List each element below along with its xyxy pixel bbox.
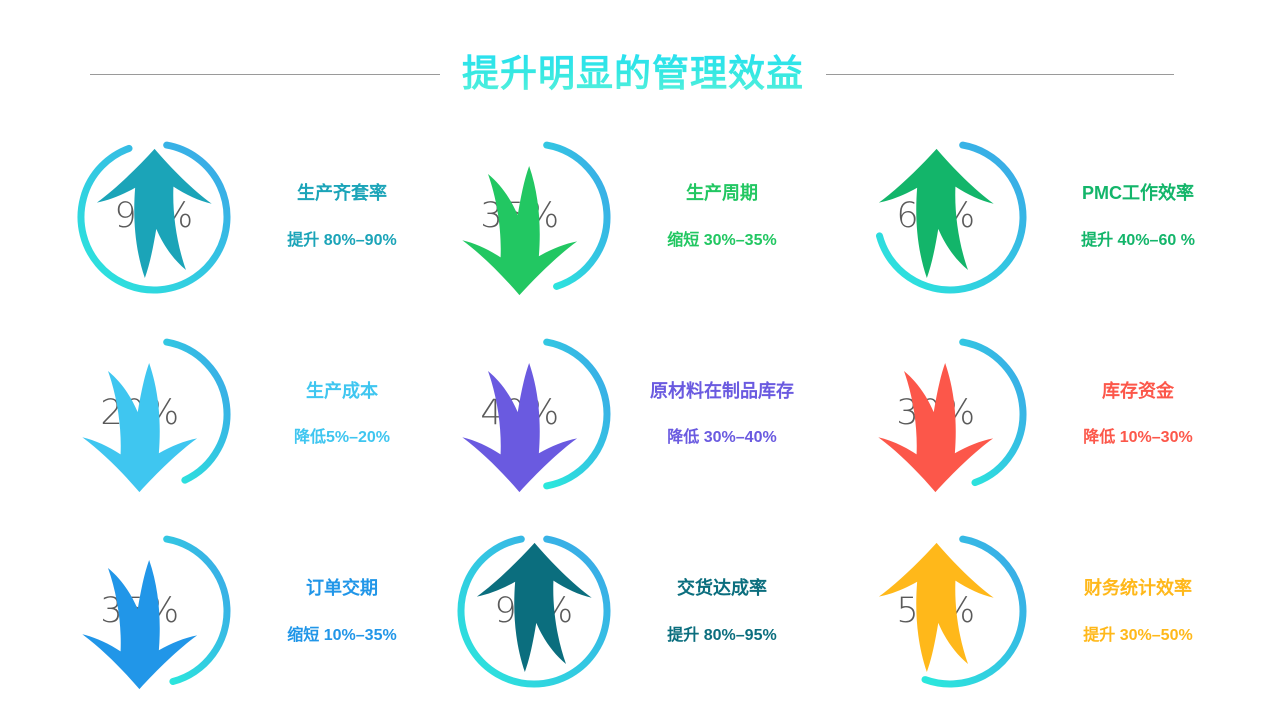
page-title: 提升明显的管理效益: [462, 52, 804, 94]
metric-title: 财务统计效率: [1084, 577, 1192, 598]
metric-subtitle: 降低5%–20%: [293, 429, 391, 447]
metric-subtitle: 提升 40%–60 %: [1081, 231, 1195, 249]
progress-ring: 95%: [454, 531, 614, 691]
arrow-down-icon: [462, 362, 578, 493]
metric-subtitle: 降低 30%–40%: [667, 429, 777, 447]
ring-center: 40%: [440, 334, 600, 494]
metric-subtitle: 提升 30%–50%: [1083, 626, 1193, 644]
metric-labels: 原材料在制品库存 降低 30%–40%: [632, 381, 812, 448]
ring-center: 30%: [856, 334, 1016, 494]
ring-center: 35%: [60, 531, 220, 691]
metric-subtitle: 缩短 10%–35%: [287, 626, 397, 644]
metric-labels: 生产齐套率提升 80%–90%: [252, 183, 432, 250]
progress-ring: 50%: [870, 531, 1030, 691]
header-rule-right: [826, 73, 1174, 75]
progress-ring: 30%: [870, 334, 1030, 494]
metric-title: PMC工作效率: [1082, 183, 1194, 204]
ring-arc: [77, 141, 231, 294]
metric-labels: 库存资金降低 10%–30%: [1048, 381, 1228, 448]
metric-title: 生产齐套率: [297, 183, 387, 204]
progress-ring: 90%: [74, 137, 234, 297]
metric-subtitle: 缩短 30%–35%: [667, 231, 777, 249]
ring-center: 50%: [856, 531, 1016, 691]
metric-subtitle: 提升 80%–95%: [667, 626, 777, 644]
metric-subtitle: 降低 10%–30%: [1083, 429, 1193, 447]
metric-labels: 交货达成率提升 80%–95%: [632, 578, 812, 645]
ring-center: 60%: [856, 137, 1016, 297]
metric-title: 库存资金: [1102, 380, 1174, 401]
ring-arc: [959, 338, 1027, 487]
arrow-up-icon: [96, 148, 212, 278]
ring-arc: [543, 338, 611, 490]
ring-arc: [163, 535, 231, 686]
metric-labels: 订单交期缩短 10%–35%: [252, 578, 432, 645]
page-header: 提升明显的管理效益: [0, 44, 1264, 104]
arrow-down-icon: [462, 165, 578, 295]
metric-labels: 生产成本降低5%–20%: [252, 381, 432, 448]
header-rule-left: [90, 73, 440, 75]
progress-ring: 35%: [74, 531, 234, 691]
ring-arc: [875, 141, 1027, 294]
metric-labels: 生产周期缩短 30%–35%: [632, 183, 812, 250]
ring-arc: [163, 338, 231, 484]
metric-title: 原材料在制品库存: [650, 380, 794, 401]
metric-labels: 财务统计效率 提升 30%–50%: [1048, 578, 1228, 645]
ring-center: 35%: [440, 137, 600, 297]
metric-labels: PMC工作效率 提升 40%–60 %: [1048, 183, 1228, 250]
metric-title: 订单交期: [306, 577, 378, 598]
ring-arc: [457, 535, 611, 688]
arrow-up-icon: [476, 543, 592, 673]
arrow-down-icon: [82, 560, 198, 690]
ring-arc: [543, 141, 611, 290]
ring-center: 20%: [60, 334, 220, 494]
ring-center: 90%: [74, 137, 234, 297]
progress-ring: 20%: [74, 334, 234, 494]
metric-title: 生产周期: [686, 183, 758, 204]
progress-ring: 60%: [870, 137, 1030, 297]
metric-subtitle: 提升 80%–90%: [287, 231, 397, 249]
arrow-up-icon: [878, 148, 994, 278]
arrow-down-icon: [82, 362, 198, 493]
arrow-up-icon: [878, 543, 994, 673]
metric-title: 生产成本: [306, 380, 378, 401]
metric-title: 交货达成率: [677, 577, 767, 598]
arrow-down-icon: [878, 362, 994, 493]
ring-arc: [921, 535, 1027, 688]
progress-ring: 40%: [454, 334, 614, 494]
progress-ring: 35%: [454, 137, 614, 297]
ring-center: 95%: [454, 531, 614, 691]
